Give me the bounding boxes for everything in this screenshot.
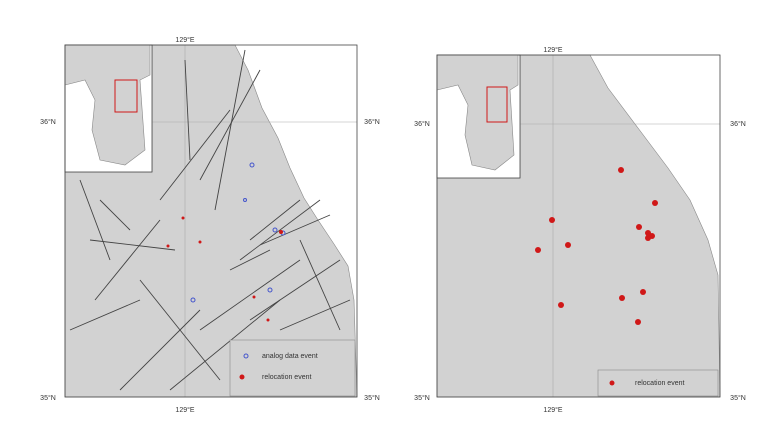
right-map: 129°E 36°N 36°N 35°N 129°E 35°N relocati… [414, 46, 746, 414]
relocation-event [535, 247, 541, 253]
lat-label: 35°N [414, 394, 430, 402]
lat-label: 35°N [40, 394, 56, 402]
relocation-event [252, 295, 256, 299]
fault [229, 249, 271, 271]
faults [69, 49, 351, 391]
inset-land [436, 54, 519, 171]
relocation-event [640, 289, 646, 295]
fault [299, 239, 341, 331]
legend: analog data event relocation event [229, 339, 356, 397]
lon-label: 129°E [543, 406, 562, 414]
legend-marker [243, 353, 249, 359]
fault [99, 199, 131, 231]
fault [239, 199, 321, 261]
fault [279, 299, 351, 331]
relocation-event [166, 244, 170, 248]
fault [249, 199, 301, 241]
legend-label: analog data event [262, 353, 318, 360]
relocation-event [279, 230, 283, 234]
lat-label: 35°N [364, 394, 380, 402]
fault [199, 69, 261, 181]
lon-label: 129°E [543, 46, 562, 54]
legend-label: relocation event [262, 374, 311, 381]
analog-event [243, 198, 247, 202]
lon-label: 129°E [175, 36, 194, 44]
inset [436, 54, 521, 179]
analog-event [249, 162, 255, 168]
analog-event [272, 227, 278, 233]
fault [199, 259, 301, 331]
relocation-event [565, 242, 571, 248]
fault [139, 279, 221, 381]
legend-marker [239, 374, 245, 380]
fault [249, 259, 341, 321]
fault [89, 239, 176, 251]
relocation-event [266, 318, 270, 322]
analog-events [166, 162, 286, 322]
fault [214, 49, 246, 211]
left-map: 129°E 36°N 36°N 35°N 129°E 35°N analog d… [40, 36, 380, 414]
lat-label: 36°N [40, 118, 56, 126]
relocation-event [198, 240, 202, 244]
relocation-event [618, 167, 624, 173]
inset-box [486, 86, 508, 123]
lat-label: 36°N [364, 118, 380, 126]
legend-marker [609, 380, 615, 386]
relocation-event [636, 224, 642, 230]
fault [119, 309, 201, 391]
legend-box [597, 369, 719, 397]
lat-label: 36°N [414, 120, 430, 128]
analog-event [267, 287, 273, 293]
fault [159, 109, 231, 201]
fault [259, 214, 331, 246]
relocation-event [635, 319, 641, 325]
inset [64, 44, 153, 173]
map-frame [436, 54, 721, 398]
lat-label: 36°N [730, 120, 746, 128]
relocation-event [645, 235, 651, 241]
relocation-event [652, 200, 658, 206]
inset-land [64, 44, 151, 166]
relocation-event [619, 295, 625, 301]
relocation-event [549, 217, 555, 223]
inset-box [114, 79, 138, 113]
legend: relocation event [597, 369, 719, 397]
analog-event [190, 297, 196, 303]
relocation-events [535, 167, 658, 325]
legend-label: relocation event [635, 380, 684, 387]
lat-label: 35°N [730, 394, 746, 402]
fault [69, 299, 141, 331]
fault [169, 299, 281, 391]
lon-label: 129°E [175, 406, 194, 414]
legend-box [229, 339, 356, 397]
relocation-event [181, 216, 185, 220]
fault [94, 219, 161, 301]
map-frame [64, 44, 358, 398]
fault [79, 179, 111, 261]
relocation-event [558, 302, 564, 308]
fault [184, 59, 191, 161]
